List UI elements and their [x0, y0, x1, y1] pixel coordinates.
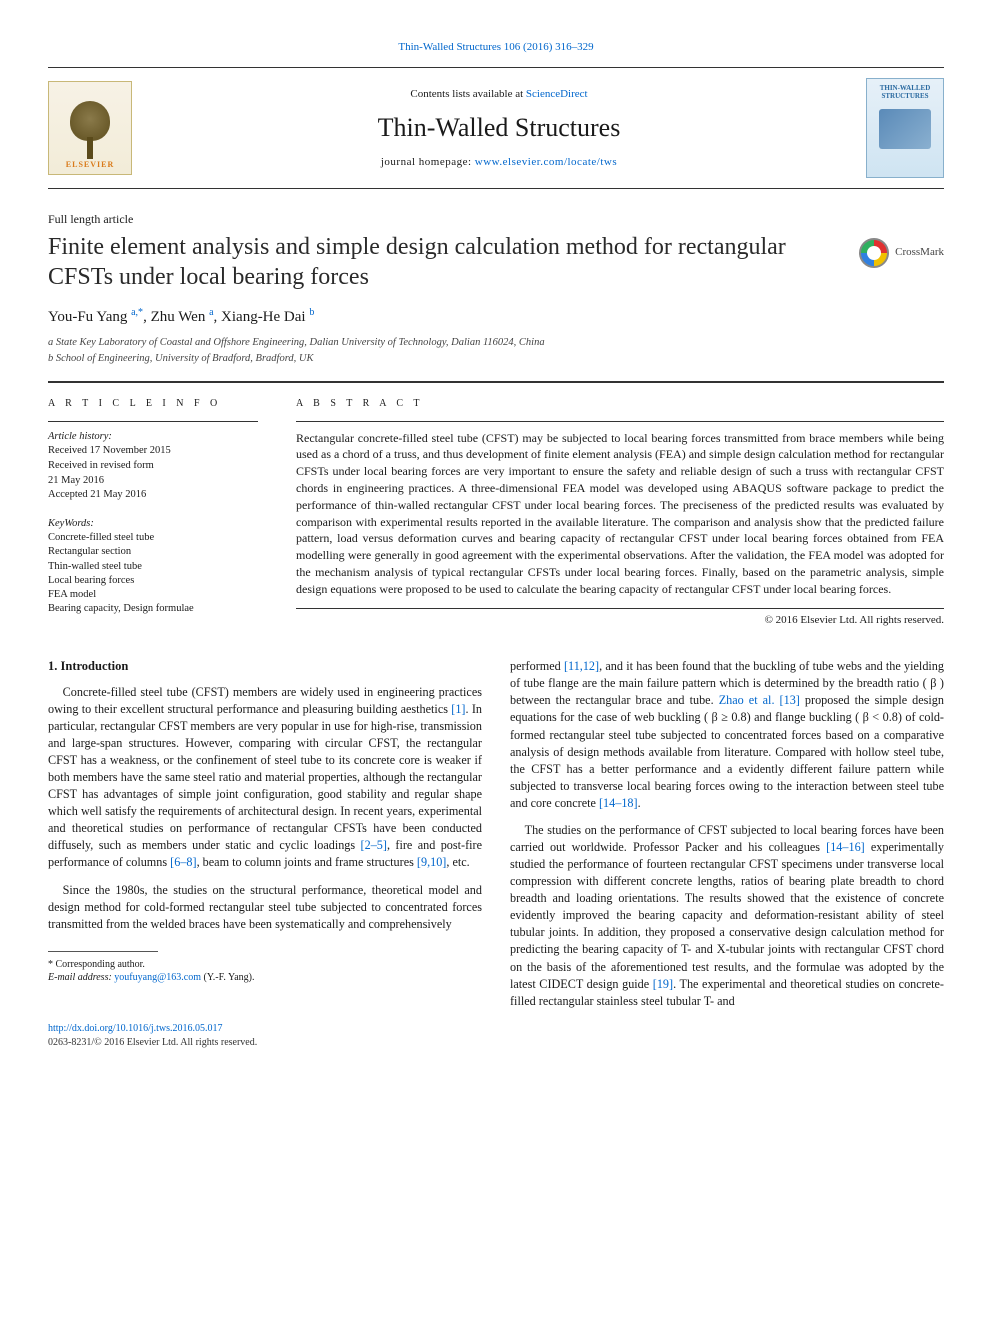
keyword-2: Rectangular section — [48, 545, 258, 559]
elsevier-tree-icon — [62, 101, 118, 159]
corresponding-footnote: * Corresponding author. E-mail address: … — [48, 958, 482, 985]
history-line-3: 21 May 2016 — [48, 474, 258, 489]
journal-cover-thumbnail[interactable]: THIN-WALLED STRUCTURES — [866, 78, 944, 178]
affiliation-b: b School of Engineering, University of B… — [48, 352, 944, 367]
section-1-heading: 1. Introduction — [48, 658, 482, 676]
abstract-rule — [296, 421, 944, 422]
article-info-heading: A R T I C L E I N F O — [48, 397, 258, 411]
p1b: . In particular, rectangular CFST member… — [48, 702, 482, 853]
abstract-copyright: © 2016 Elsevier Ltd. All rights reserved… — [296, 613, 944, 628]
crossmark-icon — [859, 238, 889, 268]
author-1-name: You-Fu Yang — [48, 309, 127, 325]
contents-prefix: Contents lists available at — [410, 88, 525, 100]
ref-19[interactable]: [19] — [653, 977, 673, 991]
p3c: proposed the simple design equations for… — [510, 693, 944, 809]
p4b: experimentally studied the performance o… — [510, 840, 944, 991]
keyword-1: Concrete-filled steel tube — [48, 531, 258, 545]
crossmark-button[interactable]: CrossMark — [859, 238, 944, 268]
affiliation-a: a State Key Laboratory of Coastal and Of… — [48, 336, 944, 351]
p1a: Concrete-filled steel tube (CFST) member… — [48, 685, 482, 716]
masthead-center: Contents lists available at ScienceDirec… — [132, 87, 866, 170]
corr-author-label: * Corresponding author. — [48, 958, 482, 972]
p3d: . — [638, 796, 641, 810]
contents-lists-line: Contents lists available at ScienceDirec… — [132, 87, 866, 102]
ref-11-12[interactable]: [11,12] — [564, 659, 599, 673]
journal-name: Thin-Walled Structures — [132, 110, 866, 146]
history-label: Article history: — [48, 430, 258, 445]
article-info-column: A R T I C L E I N F O Article history: R… — [48, 397, 258, 631]
keywords-label: KeyWords: — [48, 517, 258, 531]
ref-zhao-13[interactable]: Zhao et al. [13] — [719, 693, 800, 707]
intro-para-4: The studies on the performance of CFST s… — [510, 822, 944, 1010]
page-root: Thin-Walled Structures 106 (2016) 316–32… — [0, 0, 992, 1080]
history-line-4: Accepted 21 May 2016 — [48, 488, 258, 503]
article-type: Full length article — [48, 211, 944, 228]
intro-para-2: Since the 1980s, the studies on the stru… — [48, 882, 482, 933]
sciencedirect-link[interactable]: ScienceDirect — [526, 88, 588, 100]
intro-para-3: performed [11,12], and it has been found… — [510, 658, 944, 812]
cover-title: THIN-WALLED STRUCTURES — [871, 85, 939, 100]
header-citation[interactable]: Thin-Walled Structures 106 (2016) 316–32… — [48, 40, 944, 55]
ref-6-8[interactable]: [6–8] — [170, 855, 196, 869]
email-label: E-mail address: — [48, 972, 114, 983]
elsevier-logo[interactable]: ELSEVIER — [48, 81, 132, 175]
email-suffix: (Y.-F. Yang). — [201, 972, 254, 983]
abstract-heading: A B S T R A C T — [296, 397, 944, 411]
cover-art-icon — [879, 109, 931, 149]
ref-2-5[interactable]: [2–5] — [361, 838, 387, 852]
corr-email-link[interactable]: youfuyang@163.com — [114, 972, 201, 983]
keywords-block: KeyWords: Concrete-filled steel tube Rec… — [48, 517, 258, 616]
corr-email-line: E-mail address: youfuyang@163.com (Y.-F.… — [48, 971, 482, 985]
keyword-4: Local bearing forces — [48, 574, 258, 588]
author-1-sup: a,* — [131, 307, 143, 318]
p1d: , beam to column joints and frame struct… — [197, 855, 417, 869]
ref-9-10[interactable]: [9,10] — [417, 855, 446, 869]
author-3[interactable]: Xiang-He Dai b — [221, 309, 314, 325]
keyword-3: Thin-walled steel tube — [48, 560, 258, 574]
intro-para-1: Concrete-filled steel tube (CFST) member… — [48, 684, 482, 872]
author-2-sup: a — [209, 307, 213, 318]
homepage-prefix: journal homepage: — [381, 156, 475, 168]
meta-row: A R T I C L E I N F O Article history: R… — [48, 382, 944, 631]
ref-1[interactable]: [1] — [451, 702, 465, 716]
abstract-column: A B S T R A C T Rectangular concrete-fil… — [296, 397, 944, 631]
author-1[interactable]: You-Fu Yang a,* — [48, 309, 143, 325]
journal-homepage-line: journal homepage: www.elsevier.com/locat… — [132, 155, 866, 170]
elsevier-wordmark: ELSEVIER — [66, 159, 114, 170]
journal-homepage-link[interactable]: www.elsevier.com/locate/tws — [475, 156, 617, 168]
masthead: ELSEVIER Contents lists available at Sci… — [48, 67, 944, 189]
article-title: Finite element analysis and simple desig… — [48, 232, 839, 292]
p1e: , etc. — [446, 855, 469, 869]
author-2-name: Zhu Wen — [151, 309, 206, 325]
p3a: performed — [510, 659, 564, 673]
keyword-6: Bearing capacity, Design formulae — [48, 602, 258, 616]
affiliations: a State Key Laboratory of Coastal and Of… — [48, 336, 944, 366]
abstract-text: Rectangular concrete-filled steel tube (… — [296, 430, 944, 609]
author-2[interactable]: Zhu Wen a — [151, 309, 214, 325]
ref-14-18[interactable]: [14–18] — [599, 796, 638, 810]
history-line-2: Received in revised form — [48, 459, 258, 474]
issn-copyright-line: 0263-8231/© 2016 Elsevier Ltd. All right… — [48, 1036, 944, 1050]
ref-14-16[interactable]: [14–16] — [826, 840, 865, 854]
title-row: Finite element analysis and simple desig… — [48, 232, 944, 292]
footnote-separator — [48, 951, 158, 952]
info-rule — [48, 421, 258, 422]
doi-link[interactable]: http://dx.doi.org/10.1016/j.tws.2016.05.… — [48, 1023, 223, 1034]
author-3-sup: b — [309, 307, 314, 318]
page-footer: http://dx.doi.org/10.1016/j.tws.2016.05.… — [48, 1022, 944, 1050]
body-two-column: 1. Introduction Concrete-filled steel tu… — [48, 658, 944, 1010]
authors-line: You-Fu Yang a,*, Zhu Wen a, Xiang-He Dai… — [48, 306, 944, 328]
keyword-5: FEA model — [48, 588, 258, 602]
history-line-1: Received 17 November 2015 — [48, 444, 258, 459]
article-history: Article history: Received 17 November 20… — [48, 430, 258, 503]
author-3-name: Xiang-He Dai — [221, 309, 306, 325]
crossmark-label: CrossMark — [895, 245, 944, 260]
